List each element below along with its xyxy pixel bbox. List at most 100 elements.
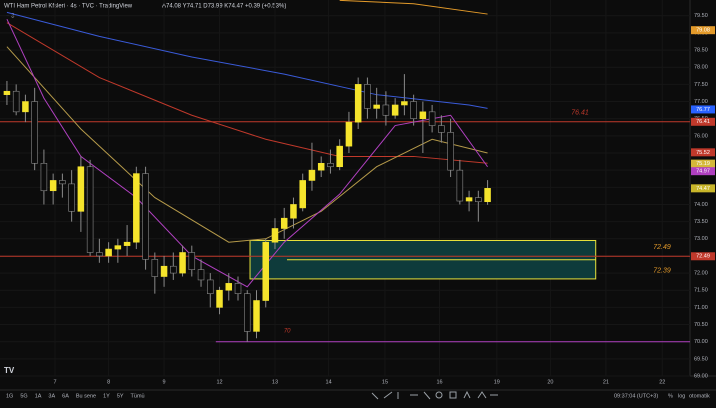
plot-area [0, 0, 690, 343]
candle-body [419, 111, 427, 120]
candle-body [133, 173, 140, 243]
price-tag [691, 167, 715, 176]
x-tick-label: 22 [659, 379, 665, 385]
candle-body [105, 248, 112, 257]
y-tick-label: 78.00 [694, 65, 708, 71]
range-button[interactable]: 5Y [117, 393, 124, 399]
y-tick-label: 73.00 [694, 236, 708, 242]
candle-body [160, 265, 168, 277]
candle-body [438, 125, 445, 133]
candle-body [410, 101, 417, 120]
y-tick-label: 73.50 [694, 219, 708, 225]
range-button[interactable]: 5G [20, 393, 27, 399]
price-tag-label: 76.77 [696, 107, 710, 113]
candle-body [40, 162, 48, 192]
hline-label: 72.49 [653, 244, 671, 251]
candle-body [391, 104, 399, 116]
drawing-tools[interactable] [371, 390, 498, 400]
candle-body [317, 162, 325, 171]
range-button[interactable]: 6A [62, 393, 69, 399]
range-button[interactable]: Bu sene [76, 393, 96, 399]
y-tick-label: 72.00 [694, 271, 708, 277]
candle-body [290, 204, 297, 219]
candle-body [484, 188, 491, 203]
y-tick-label: 69.00 [694, 373, 708, 379]
indicator-line [6, 11, 488, 109]
candle-body [262, 241, 269, 301]
candle-body [299, 180, 306, 209]
y-tick-label: 77.00 [694, 99, 708, 105]
y-tick-label: 74.00 [694, 202, 708, 208]
x-tick-label: 12 [216, 379, 222, 385]
candle-body [475, 197, 482, 203]
candle-body [280, 217, 288, 229]
candle-body [188, 252, 196, 270]
candle-body [123, 241, 131, 246]
candle-body [327, 162, 334, 168]
candle-body [345, 121, 353, 147]
candle-body [86, 166, 94, 253]
price-tag-label: 74.47 [696, 186, 710, 192]
x-tick-label: 15 [382, 379, 388, 385]
collapse-icon[interactable]: − 3 [6, 14, 15, 20]
x-tick-label: 7 [53, 379, 56, 385]
price-tag-label: 75.52 [696, 150, 710, 156]
candle-body [31, 101, 38, 164]
indicator-line [6, 22, 488, 164]
candle-body [68, 183, 75, 212]
log-toggle[interactable]: log [678, 393, 685, 399]
candle-body [364, 84, 371, 109]
x-tick-label: 9 [163, 379, 166, 385]
y-tick-label: 71.50 [694, 288, 708, 294]
y-tick-label: 70.50 [694, 322, 708, 328]
candle-body [428, 111, 436, 126]
logo: TV [4, 366, 15, 375]
candle-body [59, 180, 66, 185]
y-tick-label: 78.50 [694, 48, 708, 54]
x-tick-label: 21 [603, 379, 609, 385]
candle-body [234, 283, 242, 294]
candle-body [197, 269, 205, 281]
x-tick-label: 8 [107, 379, 110, 385]
y-tick-label: 77.50 [694, 82, 708, 88]
price-tag-label: 74.97 [696, 169, 710, 175]
candle-body [3, 90, 11, 95]
range-button[interactable]: 3A [48, 393, 55, 399]
price-tag [691, 184, 715, 193]
hline-label: 76.41 [571, 110, 589, 117]
range-button[interactable]: 1A [35, 393, 42, 399]
price-tag-label: 76.41 [696, 119, 710, 125]
chart-title: WTI Ham Petrol Kfsleri · 4s · TVC · Trad… [4, 4, 133, 10]
range-button[interactable]: 1Y [103, 393, 110, 399]
candle-body [308, 169, 316, 181]
candle-body [253, 300, 260, 332]
candle-body [151, 259, 159, 277]
candle-body [96, 252, 103, 257]
candle-body [465, 197, 473, 202]
x-tick-label: 13 [272, 379, 278, 385]
range-button[interactable]: 1G [6, 393, 13, 399]
candle-body [225, 283, 233, 291]
percent-toggle[interactable]: % [668, 393, 673, 399]
candle-body [336, 145, 343, 168]
candle-body [22, 101, 29, 113]
candle-body [207, 279, 214, 294]
indicator-line [339, 0, 488, 15]
x-tick-label: 14 [326, 379, 332, 385]
price-tag-label: 79.08 [696, 28, 710, 34]
y-tick-label: 79.50 [694, 13, 708, 19]
candle-body [382, 104, 390, 116]
price-tag [691, 117, 715, 126]
candle-body [170, 265, 177, 274]
price-tag [691, 26, 715, 35]
price-tag-label: 75.19 [696, 161, 710, 167]
candle-body [373, 104, 380, 109]
auto-toggle[interactable]: otomatik [689, 393, 710, 399]
price-tag [691, 105, 715, 114]
candle-body [447, 132, 454, 171]
candle-body [271, 228, 279, 243]
candle-body [179, 252, 186, 274]
range-button[interactable]: Tümü [131, 393, 145, 399]
